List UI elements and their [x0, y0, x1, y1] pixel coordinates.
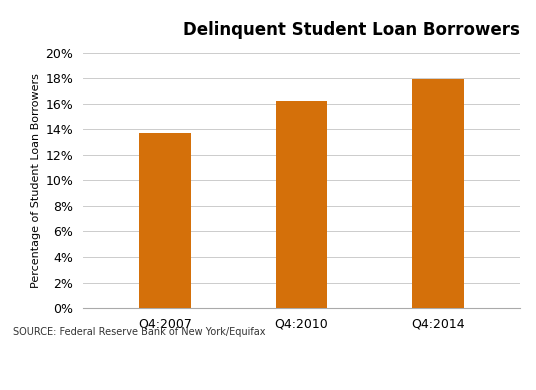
Bar — [139, 133, 191, 308]
Text: ƒ: ƒ — [190, 367, 196, 381]
Bar — [412, 80, 464, 308]
Text: SOURCE: Federal Reserve Bank of New York/Equifax: SOURCE: Federal Reserve Bank of New York… — [13, 327, 266, 337]
Y-axis label: Percentage of Student Loan Borrowers: Percentage of Student Loan Borrowers — [31, 73, 41, 288]
Text: St. Louis: St. Louis — [206, 367, 271, 381]
Bar — [276, 101, 327, 308]
Text: Delinquent Student Loan Borrowers: Delinquent Student Loan Borrowers — [183, 21, 520, 39]
Text: Federal Reserve Bank: Federal Reserve Bank — [13, 367, 179, 381]
